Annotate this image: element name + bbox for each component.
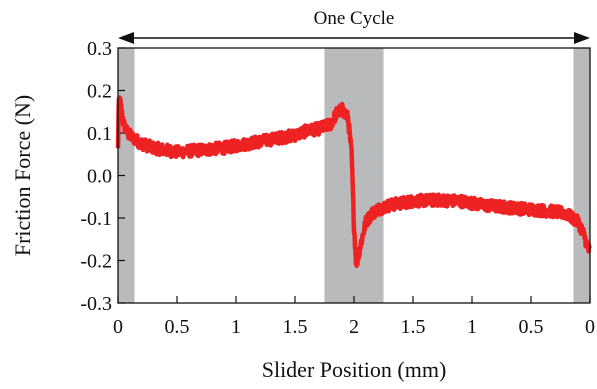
- cycle-arrow: [118, 32, 590, 44]
- x-tick-label: 1.5: [401, 316, 426, 338]
- y-tick-label: -0.3: [80, 293, 112, 315]
- y-axis-title: Friction Force (N): [10, 95, 35, 256]
- x-tick-label: 0.5: [519, 316, 544, 338]
- y-tick-label: 0.1: [87, 123, 112, 145]
- x-tick-label: 0: [585, 316, 595, 338]
- y-tick-label: 0.3: [87, 38, 112, 60]
- shaded-region-2: [573, 48, 590, 303]
- series-layer: [115, 95, 592, 269]
- series-line-0: [115, 95, 592, 269]
- x-tick-label: 0.5: [165, 316, 190, 338]
- x-tick-label: 1.5: [283, 316, 308, 338]
- x-axis-title: Slider Position (mm): [262, 357, 447, 382]
- y-tick-label: 0.2: [87, 81, 112, 103]
- x-axis-ticks: 0 0.5 1 1.5 2 1.5 1 0.5 0: [113, 296, 595, 338]
- y-tick-label: -0.2: [80, 251, 112, 273]
- x-tick-label: 2: [349, 316, 359, 338]
- x-tick-label: 0: [113, 316, 123, 338]
- y-tick-label: -0.1: [80, 208, 112, 230]
- arrow-head-right: [574, 32, 590, 44]
- x-tick-label: 1: [467, 316, 477, 338]
- cycle-annotation: One Cycle: [314, 8, 395, 29]
- x-tick-label: 1: [231, 316, 241, 338]
- y-tick-label: 0.0: [87, 166, 112, 188]
- arrow-head-left: [118, 32, 134, 44]
